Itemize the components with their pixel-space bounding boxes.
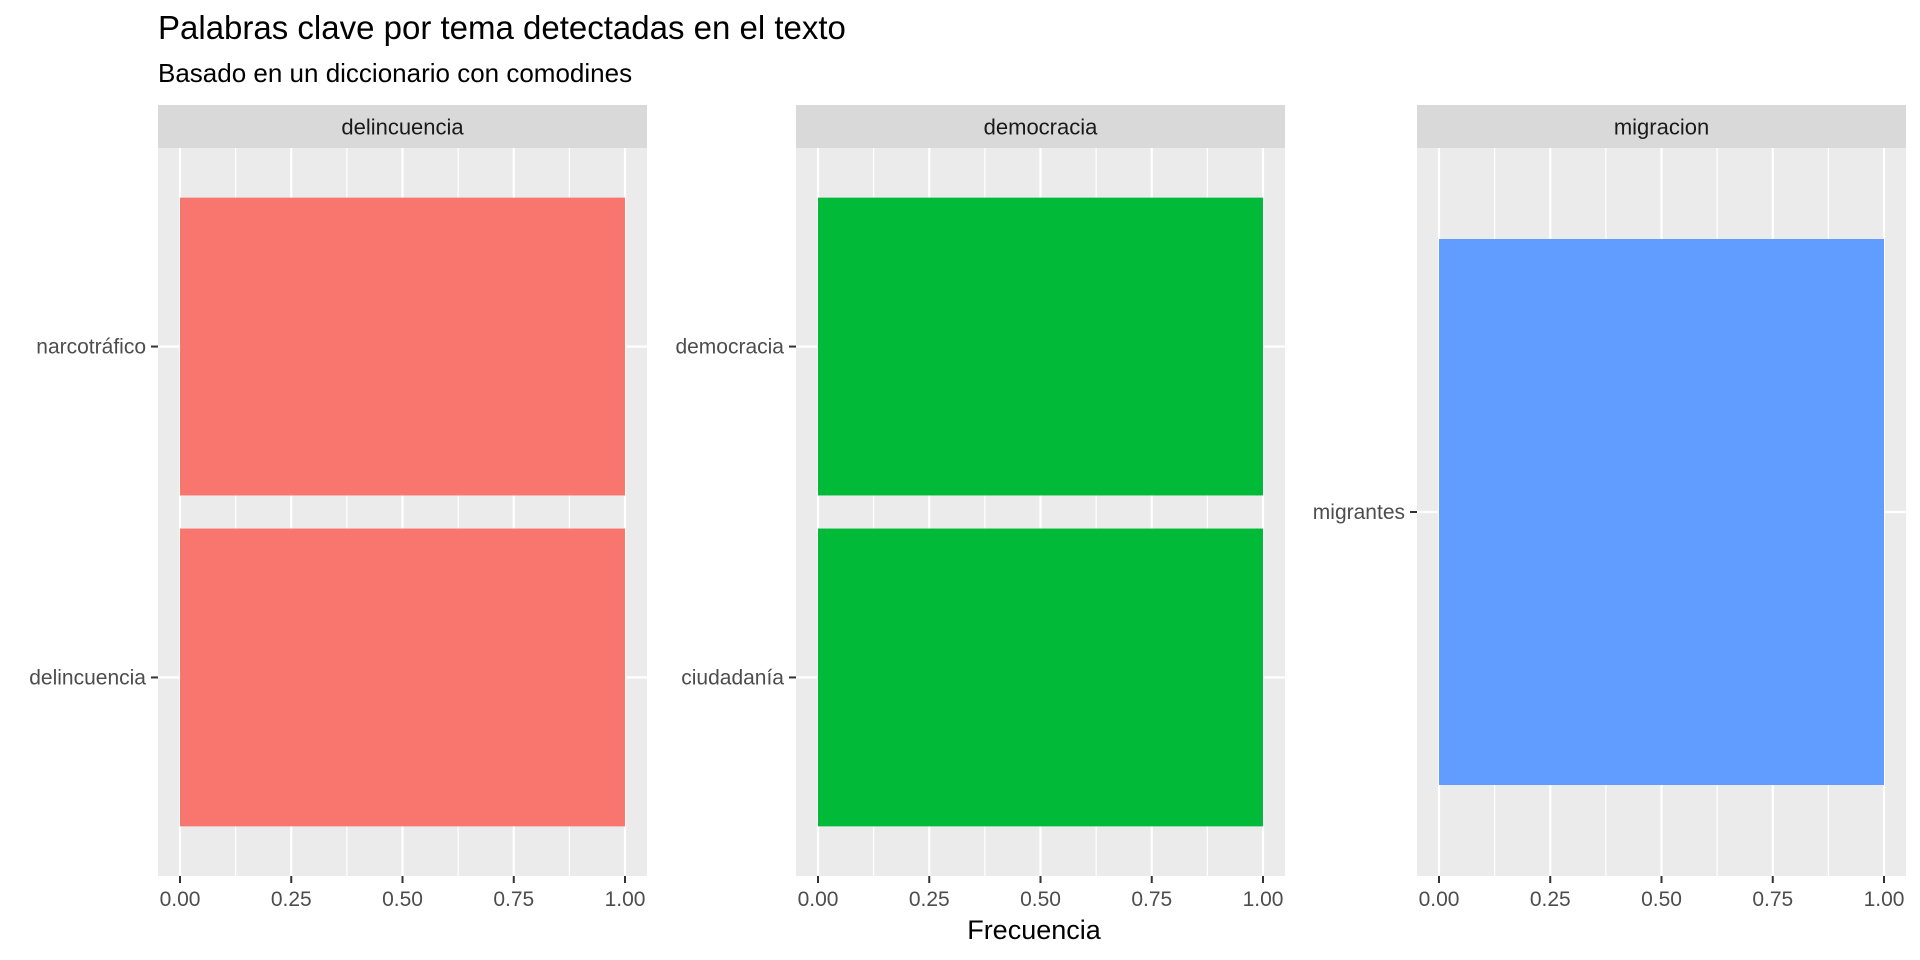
- x-tick-label: 1.00: [1864, 888, 1905, 911]
- facet-strip-label: migracion: [1614, 115, 1709, 140]
- x-tick-label: 0.75: [1752, 888, 1793, 911]
- x-tick-label: 1.00: [605, 888, 646, 911]
- x-tick-label: 1.00: [1243, 888, 1284, 911]
- facet-strip: [1417, 105, 1906, 148]
- facet-panel-delincuencia: delincuencia narcotráfico delincuencia 0.00…: [29, 105, 647, 911]
- x-tick-label: 0.50: [1641, 888, 1682, 911]
- facet-strip: [796, 105, 1285, 148]
- chart-title: Palabras clave por tema detectadas en el…: [158, 9, 846, 46]
- y-tick-label: narcotráfico: [36, 336, 146, 359]
- facet-strip-label: delincuencia: [341, 115, 464, 140]
- y-tick-label: delincuencia: [29, 666, 146, 689]
- bar-delincuencia: [180, 528, 625, 827]
- x-tick-label: 0.75: [493, 888, 534, 911]
- y-tick-label: ciudadanía: [681, 666, 784, 689]
- bar-democracia: [818, 197, 1263, 496]
- facet-strip: [158, 105, 647, 148]
- x-tick-label: 0.00: [1419, 888, 1460, 911]
- x-tick-label: 0.50: [1020, 888, 1061, 911]
- bar-migrantes: [1439, 239, 1884, 785]
- x-tick-label: 0.25: [909, 888, 950, 911]
- y-tick-label: democracia: [675, 336, 784, 359]
- x-axis-title: Frecuencia: [967, 915, 1102, 945]
- x-tick-label: 0.25: [271, 888, 312, 911]
- x-tick-label: 0.00: [160, 888, 201, 911]
- x-tick-label: 0.25: [1530, 888, 1571, 911]
- y-tick-label: migrantes: [1313, 501, 1405, 524]
- chart-subtitle: Basado en un diccionario con comodines: [158, 58, 632, 88]
- bar-narcotráfico: [180, 197, 625, 496]
- facet-panel-democracia: democracia democracia ciudadanía 0.00 0.25 0.…: [675, 105, 1285, 911]
- x-tick-label: 0.50: [382, 888, 423, 911]
- facet-panel-migracion: migracion migrantes 0.00 0.25 0.50 0.75 1.00: [1313, 105, 1906, 911]
- x-tick-label: 0.00: [798, 888, 839, 911]
- bar-ciudadanía: [818, 528, 1263, 827]
- x-tick-label: 0.75: [1131, 888, 1172, 911]
- facet-strip-label: democracia: [984, 115, 1098, 140]
- facet-panels: delincuencia narcotráfico delincuencia 0.00…: [29, 105, 1906, 911]
